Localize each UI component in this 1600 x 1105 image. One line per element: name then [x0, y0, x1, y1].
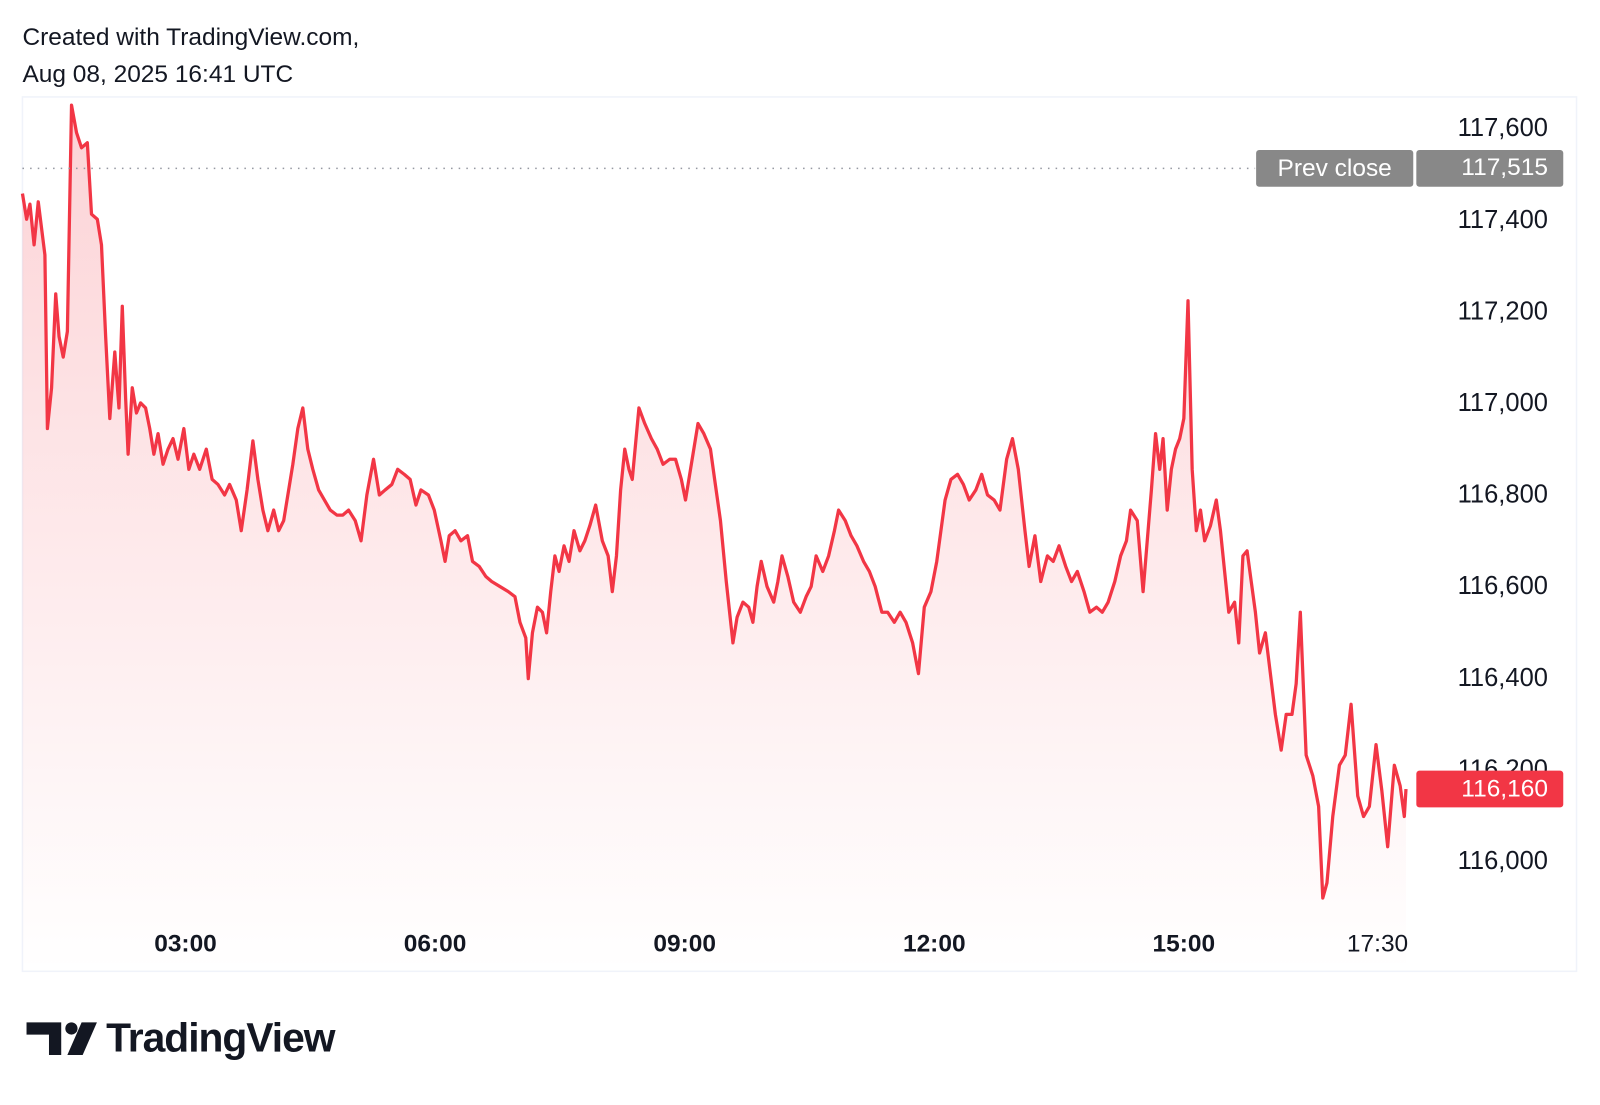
last-value-label: 116,160	[1461, 776, 1548, 803]
prev-close-label: Prev close	[1278, 155, 1392, 182]
logo-text: TradingView	[106, 1015, 336, 1061]
logo-icon-right	[67, 1022, 97, 1056]
logo-icon-left	[26, 1022, 62, 1056]
y-tick-label: 117,200	[1458, 297, 1548, 325]
y-tick-label: 116,800	[1458, 481, 1548, 509]
header-date: Aug 08, 2025 16:41 UTC	[22, 61, 293, 88]
header-credit: Created with TradingView.com,	[22, 24, 359, 51]
y-tick-label: 117,400	[1458, 206, 1548, 234]
y-tick-label: 117,000	[1458, 389, 1548, 417]
prev-close-value: 117,515	[1461, 154, 1548, 181]
last-value-tag	[1416, 770, 1564, 808]
x-tick-label: 06:00	[404, 930, 467, 957]
x-tick-label: 09:00	[653, 930, 716, 957]
y-tick-label: 117,600	[1458, 114, 1548, 142]
x-tick-label: 17:30	[1347, 930, 1408, 957]
area-fill	[22, 105, 1406, 972]
logo-icon-dot	[65, 1022, 78, 1035]
y-tick-label: 116,000	[1458, 847, 1548, 875]
prev-close-value-tag	[1416, 150, 1564, 187]
y-tick-label: 116,400	[1458, 664, 1548, 692]
y-tick-label: 116,600	[1458, 572, 1548, 600]
x-tick-label: 15:00	[1153, 930, 1216, 957]
x-tick-label: 03:00	[154, 930, 217, 957]
prev-close-tag	[1256, 150, 1414, 187]
logo: TradingView	[26, 1015, 337, 1061]
x-tick-label: 12:00	[903, 930, 966, 957]
price-line	[20, 103, 1408, 900]
